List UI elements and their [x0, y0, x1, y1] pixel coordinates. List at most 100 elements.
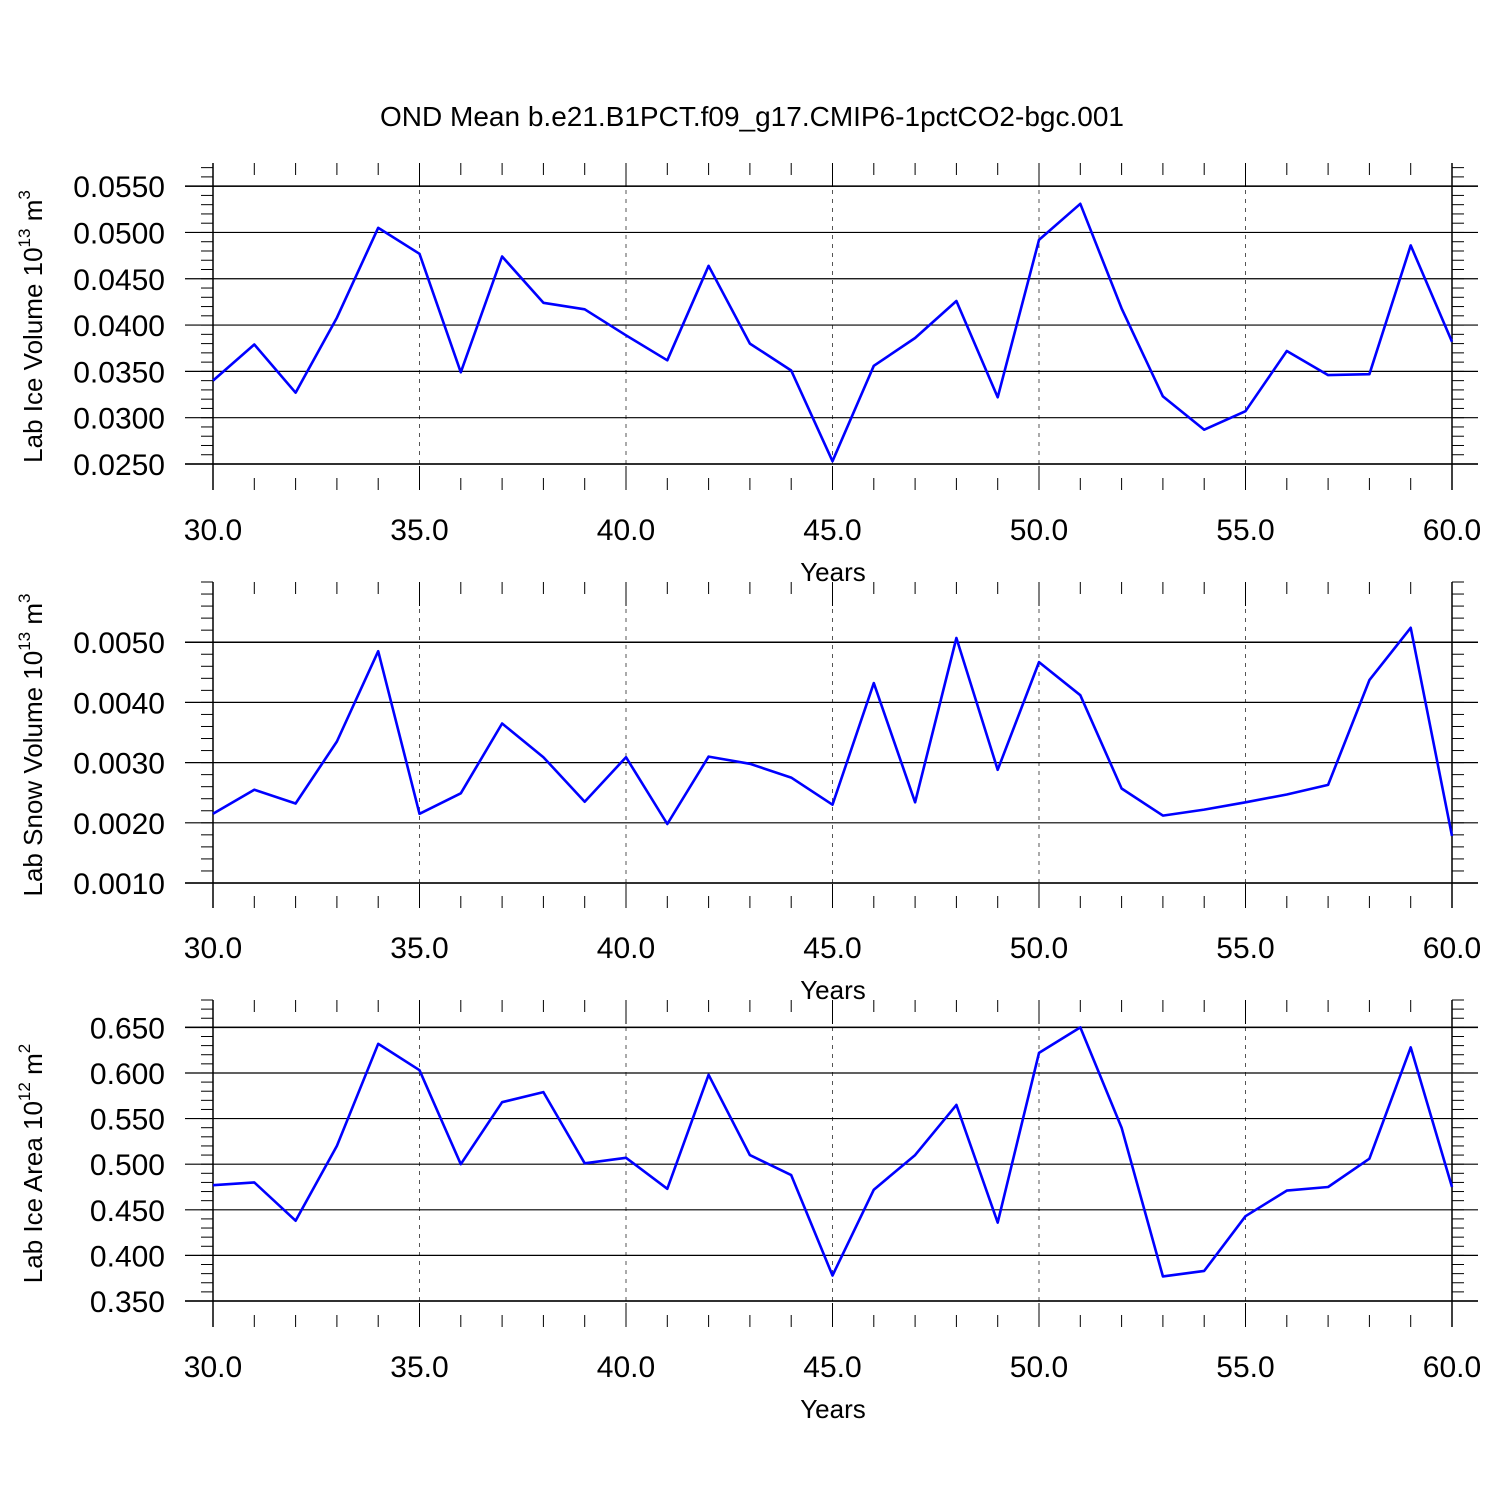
data-point — [665, 822, 669, 826]
data-point — [583, 1161, 587, 1165]
data-point — [624, 333, 628, 337]
y-tick-label: 0.350 — [90, 1286, 165, 1319]
data-point — [1120, 306, 1124, 310]
data-point — [954, 636, 958, 640]
data-point — [1244, 409, 1248, 413]
data-point — [1367, 1157, 1371, 1161]
x-axis-label: Years — [800, 1394, 866, 1424]
y-axis-label: Lab Ice Area 1012 m2 — [15, 1044, 48, 1283]
data-point — [252, 343, 256, 347]
y-tick-label: 0.0020 — [73, 808, 165, 841]
data-point — [1078, 202, 1082, 206]
x-tick-label: 30.0 — [184, 1351, 242, 1384]
data-point — [665, 1187, 669, 1191]
y-tick-label: 0.500 — [90, 1149, 165, 1182]
data-point — [996, 768, 1000, 772]
y-tick-label: 0.450 — [90, 1195, 165, 1228]
data-point — [1285, 793, 1289, 797]
y-axis-label-text: Lab Ice Volume 10 — [18, 247, 48, 462]
data-point — [418, 1068, 422, 1072]
data-point — [500, 721, 504, 725]
data-point — [418, 252, 422, 256]
data-point — [294, 391, 298, 395]
data-point — [252, 788, 256, 792]
y-axis-label: Lab Ice Volume 1013 m3 — [15, 190, 48, 463]
data-point — [1409, 1045, 1413, 1049]
data-point — [1202, 428, 1206, 432]
data-point — [418, 812, 422, 816]
x-tick-label: 55.0 — [1216, 932, 1274, 965]
data-point — [1037, 238, 1041, 242]
data-point — [1161, 394, 1165, 398]
data-point — [789, 776, 793, 780]
y-tick-label: 0.0500 — [73, 217, 165, 250]
data-point — [1326, 373, 1330, 377]
data-point — [748, 762, 752, 766]
data-point — [872, 681, 876, 685]
data-point — [748, 342, 752, 346]
x-tick-label: 60.0 — [1423, 1351, 1481, 1384]
x-tick-label: 40.0 — [597, 1351, 655, 1384]
data-point — [376, 649, 380, 653]
y-tick-label: 0.0050 — [73, 627, 165, 660]
y-tick-label: 0.0300 — [73, 403, 165, 436]
data-point — [665, 358, 669, 362]
y-tick-label: 0.550 — [90, 1104, 165, 1137]
series-line — [212, 202, 1454, 463]
data-point — [1244, 1214, 1248, 1218]
data-point — [1161, 814, 1165, 818]
data-point — [1161, 1274, 1165, 1278]
data-point — [500, 255, 504, 259]
x-tick-label: 45.0 — [803, 514, 861, 547]
x-tick-label: 45.0 — [803, 1351, 861, 1384]
y-tick-label: 0.400 — [90, 1240, 165, 1273]
data-point — [624, 755, 628, 759]
data-point — [831, 459, 835, 463]
x-tick-label: 30.0 — [184, 514, 242, 547]
data-point — [376, 1042, 380, 1046]
data-point — [872, 1188, 876, 1192]
y-axis-label-unit-exponent: 3 — [15, 593, 34, 602]
data-point — [1120, 1126, 1124, 1130]
data-point — [1037, 1051, 1041, 1055]
data-point — [1326, 1185, 1330, 1189]
data-point — [541, 1090, 545, 1094]
data-point — [335, 740, 339, 744]
x-tick-label: 60.0 — [1423, 932, 1481, 965]
y-tick-label: 0.0030 — [73, 748, 165, 781]
data-point — [376, 226, 380, 230]
data-point — [541, 755, 545, 759]
data-point — [872, 364, 876, 368]
y-axis-label-unit: m — [18, 603, 48, 632]
data-point — [335, 1144, 339, 1148]
data-point — [913, 800, 917, 804]
y-tick-label: 0.0550 — [73, 171, 165, 204]
y-tick-label: 0.0450 — [73, 264, 165, 297]
data-point — [748, 1153, 752, 1157]
y-axis-label-text: Lab Ice Area 10 — [18, 1101, 48, 1283]
data-point — [459, 1162, 463, 1166]
data-point — [954, 299, 958, 303]
panel-2: 30.0 35.0 40.0 45.0 50.0 55.0 60.0 0.0010 0.0020… — [15, 581, 1481, 1005]
y-tick-label: 0.600 — [90, 1058, 165, 1091]
x-tick-label: 45.0 — [803, 932, 861, 965]
data-point — [459, 791, 463, 795]
data-point — [996, 1221, 1000, 1225]
data-point — [1367, 678, 1371, 682]
data-point — [1450, 834, 1454, 838]
x-tick-label: 35.0 — [390, 514, 448, 547]
data-point — [583, 800, 587, 804]
data-point — [789, 1173, 793, 1177]
x-tick-label: 50.0 — [1010, 932, 1068, 965]
data-point — [707, 264, 711, 268]
y-axis-label: Lab Snow Volume 1013 m3 — [15, 593, 48, 896]
x-tick-label: 35.0 — [390, 1351, 448, 1384]
x-tick-label: 30.0 — [184, 932, 242, 965]
data-point — [1285, 1189, 1289, 1193]
data-point — [583, 307, 587, 311]
data-point — [1285, 349, 1289, 353]
data-point — [211, 812, 215, 816]
data-point — [1078, 693, 1082, 697]
data-point — [789, 368, 793, 372]
y-axis-label-text: Lab Snow Volume 10 — [18, 651, 48, 897]
